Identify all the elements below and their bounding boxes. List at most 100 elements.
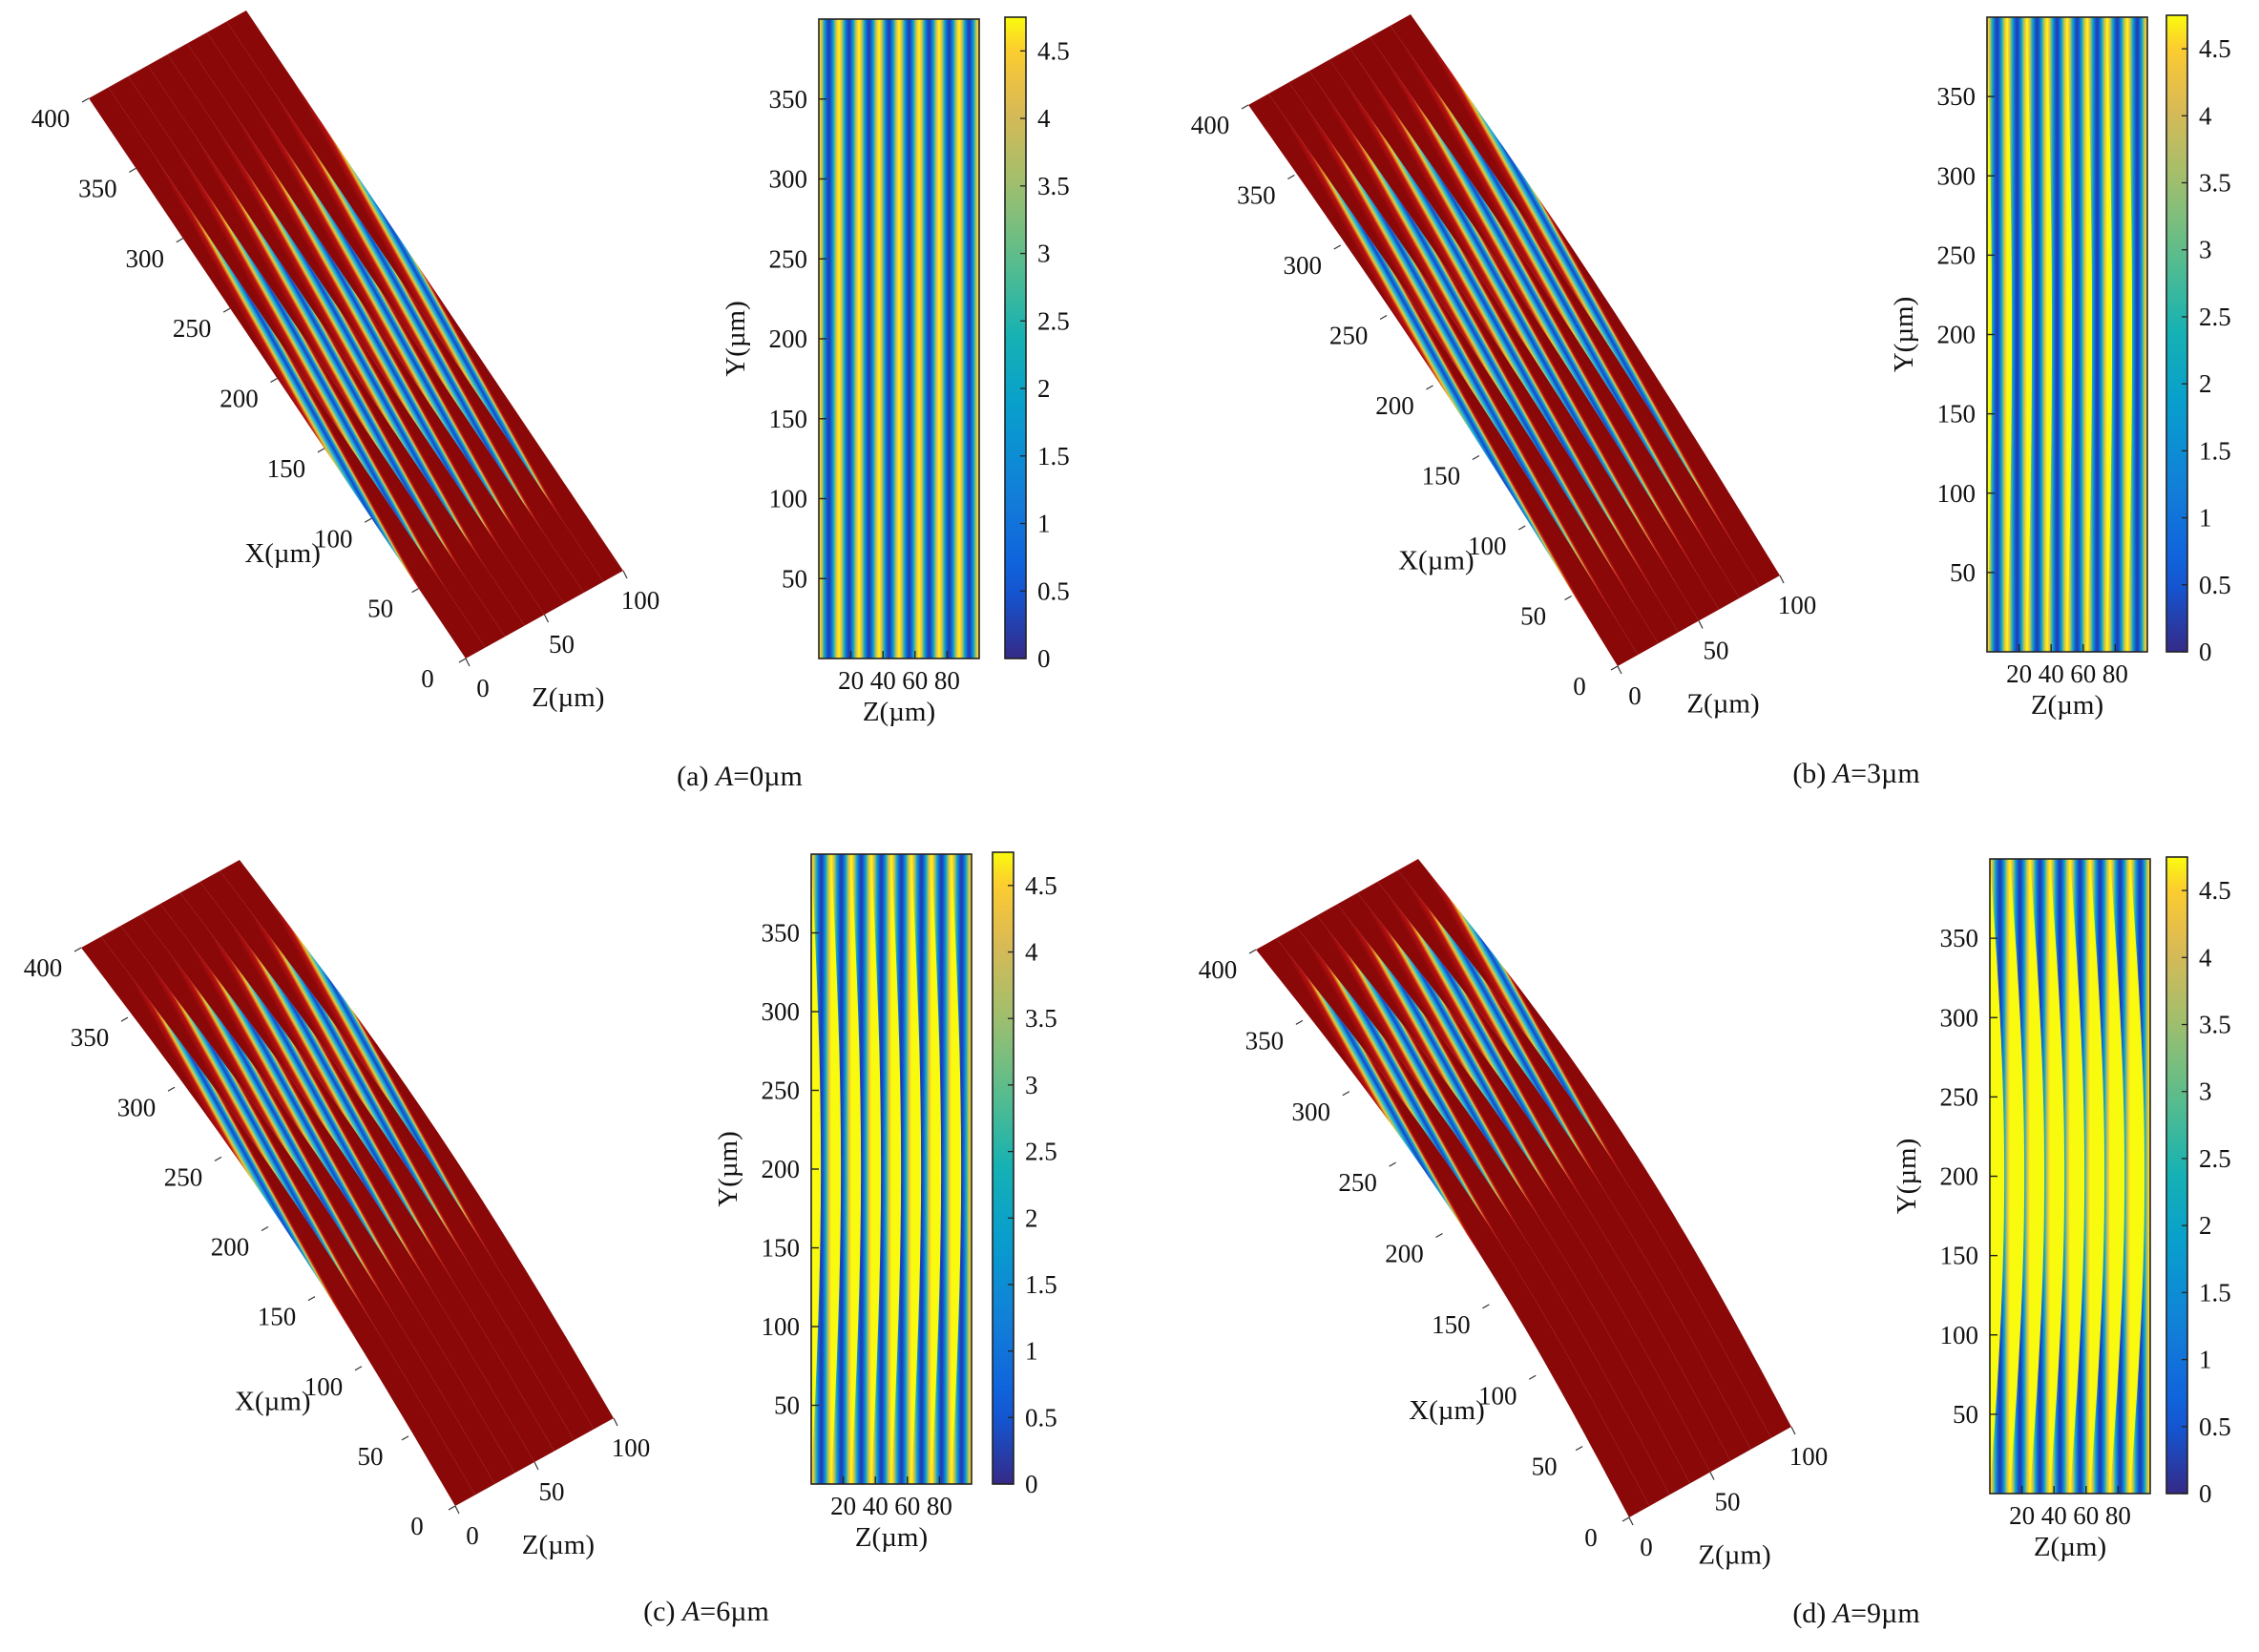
fringe-band: [2107, 17, 2132, 652]
y-tick-label: 100: [1940, 1321, 1979, 1349]
x-tick: [448, 1505, 456, 1511]
surface-band: [167, 43, 565, 615]
y-axis-label: Y(µm): [1889, 297, 1919, 373]
x-tick-label: 50: [1520, 602, 1546, 631]
surface-band: [1337, 892, 1731, 1473]
caption-c: (c) A=6µm: [643, 1596, 769, 1627]
colorbar-tick-label: 0.5: [2199, 571, 2231, 599]
caption-prefix: (c): [643, 1596, 682, 1627]
fringe-band: [851, 854, 882, 1484]
x-tick-label: 80: [2102, 659, 2128, 688]
surface-band: [1248, 94, 1639, 667]
x-tick: [307, 1296, 316, 1302]
surface-band: [100, 926, 495, 1495]
surface-band: [1276, 927, 1670, 1507]
colorbar-tick-label: 1.5: [1037, 442, 1070, 471]
surface-panel-b: 0 50 100 150 200 250 300 350 400 X(µm) 0 50 100 Z(µm): [1191, 14, 1816, 719]
z-tick: [1779, 575, 1785, 584]
surface-band: [1349, 36, 1740, 610]
colorbar-tick-label: 4: [2199, 101, 2212, 130]
fringe-band: [2090, 859, 2125, 1494]
colorbar-a: 0 0.5 1 1.5 2 2.5 3 3.5 4 4.5: [1004, 16, 1070, 673]
x-tick: [1517, 525, 1526, 531]
x-tick-label: 200: [211, 1233, 250, 1262]
colorbar-tick-label: 2: [1025, 1203, 1038, 1232]
x-tick: [401, 1435, 409, 1441]
x-tick-label: 150: [258, 1303, 297, 1331]
x-tick-label: 80: [2105, 1501, 2131, 1530]
surface-band: [1390, 14, 1780, 587]
x-tick-label: 350: [1245, 1026, 1285, 1055]
surface-band: [1308, 59, 1699, 633]
colorbar-tick-label: 3.5: [1037, 172, 1070, 200]
fringe-band: [2050, 859, 2085, 1494]
surface-band: [1329, 48, 1720, 621]
fringe-band: [891, 854, 922, 1484]
x-tick-label: 300: [117, 1093, 157, 1121]
y-tick-label: 250: [1940, 1082, 1979, 1111]
fringe-band: [2110, 859, 2145, 1494]
z-tick-label: 100: [1789, 1442, 1829, 1471]
y-tick-label: 50: [774, 1391, 800, 1420]
x-tick-label: 100: [304, 1372, 344, 1401]
colorbar-tick-label: 1.5: [2199, 436, 2231, 465]
colorbar-tick-label: 1.5: [2199, 1278, 2231, 1307]
x-tick-label: 150: [267, 454, 306, 483]
colorbar-tick-label: 0: [1037, 644, 1051, 673]
heatmap-panel-d: 50 100 150 200 250 300 350 20 40 60 80Z(µm) Y(µm): [1892, 858, 2151, 1562]
colorbar-fill: [2166, 15, 2187, 652]
x-tick-label: 200: [1385, 1240, 1424, 1268]
x-tick-label: 20: [830, 1492, 856, 1520]
surface-band: [1377, 869, 1771, 1450]
caption-prefix: (b): [1792, 758, 1832, 789]
y-tick-label: 250: [762, 1077, 801, 1105]
fringe-band: [2070, 859, 2105, 1494]
z-axis-label: Z(µm): [1686, 688, 1759, 719]
fringe-band: [911, 854, 942, 1484]
colorbar-tick-label: 3.5: [1025, 1004, 1057, 1033]
colorbar-tick-label: 1.5: [1025, 1270, 1057, 1299]
fringe-band: [959, 19, 979, 659]
surface-band: [187, 32, 584, 604]
surface-band: [1316, 904, 1710, 1484]
heatmap-field: [811, 854, 972, 1484]
y-tick-label: 200: [762, 1155, 801, 1183]
y-tick-label: 300: [1940, 1003, 1979, 1032]
colorbar-frame: [1004, 16, 1027, 659]
x-axis-label: X(µm): [1409, 1395, 1485, 1426]
x-tick: [81, 97, 90, 103]
colorbar-tick-label: 1: [1037, 510, 1051, 538]
caption-value: =6µm: [700, 1596, 769, 1627]
colorbar-tick-label: 3: [1025, 1071, 1038, 1099]
surface-band: [206, 21, 604, 593]
z-tick: [1709, 1472, 1715, 1480]
x-tick: [1287, 174, 1295, 180]
y-tick-label: 50: [1953, 1400, 1978, 1429]
z-tick-label: 50: [539, 1477, 565, 1506]
z-tick: [1617, 665, 1622, 675]
colorbar-b: 0 0.5 1 1.5 2 2.5 3 3.5 4 4.5: [2165, 14, 2231, 666]
z-tick-label: 50: [549, 630, 575, 659]
surface-band: [89, 87, 486, 659]
x-axis-label: Z(µm): [855, 1522, 928, 1553]
caption-prefix: (d): [1792, 1598, 1832, 1629]
x-tick: [129, 167, 136, 173]
y-axis-label: Y(µm): [1892, 1139, 1922, 1215]
fringe-band: [2027, 17, 2052, 652]
fringe-band: [931, 854, 962, 1484]
colorbar-tick-label: 2.5: [1025, 1138, 1057, 1166]
y-tick-label: 50: [782, 564, 807, 593]
colorbar-d: 0 0.5 1 1.5 2 2.5 3 3.5 4 4.5: [2165, 856, 2231, 1508]
surface-band: [108, 76, 506, 648]
fringe-band: [919, 19, 939, 659]
z-tick-label: 100: [621, 586, 660, 615]
surface-band: [120, 914, 515, 1484]
surface-band: [128, 65, 525, 637]
x-tick: [176, 238, 184, 243]
fringe-band: [952, 854, 972, 1484]
colorbar-tick-label: 2.5: [1037, 306, 1070, 335]
colorbar-frame: [2165, 856, 2188, 1495]
y-tick-label: 100: [1937, 479, 1977, 508]
colorbar-tick-label: 1: [2199, 504, 2212, 533]
